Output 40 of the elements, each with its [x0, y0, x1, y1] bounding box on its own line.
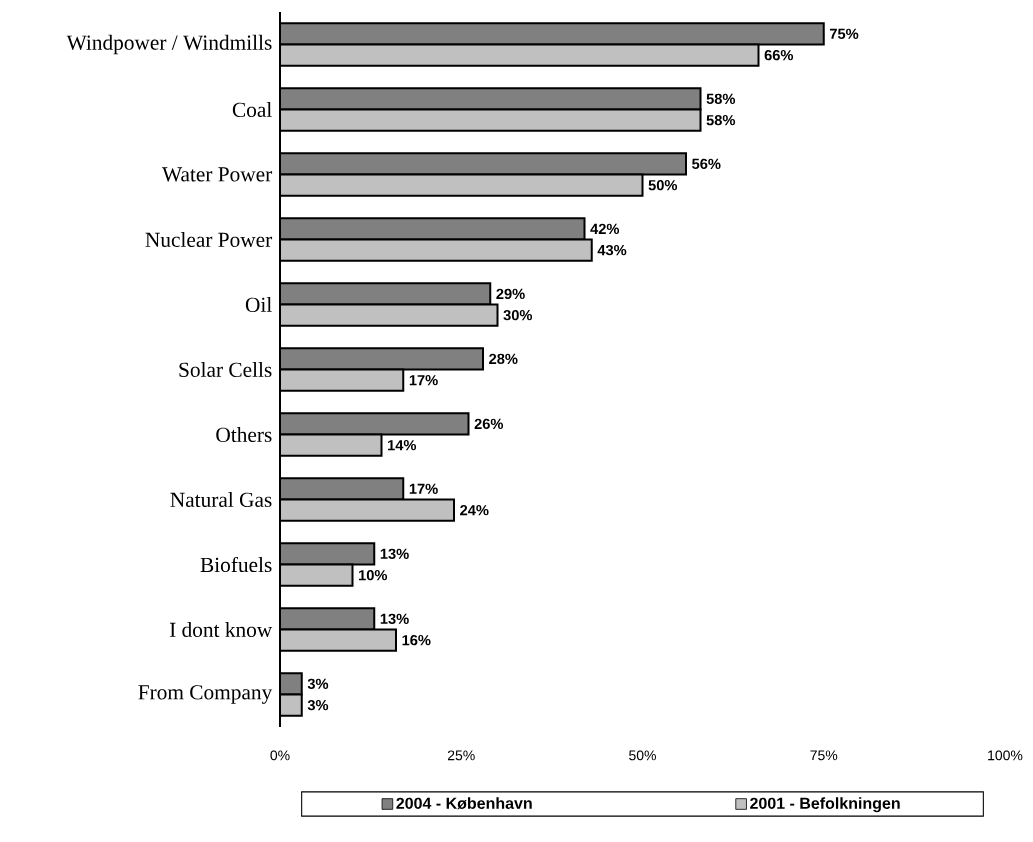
- data-label: 10%: [359, 569, 388, 581]
- y-tick-label: Coal: [232, 101, 272, 117]
- data-label: 66%: [764, 49, 794, 61]
- data-label: 3%: [307, 699, 329, 711]
- y-tick-label: Water Power: [162, 167, 273, 182]
- data-label: 42%: [590, 223, 620, 234]
- data-label: 13%: [380, 613, 409, 625]
- data-label: 58%: [706, 114, 736, 126]
- data-label: 58%: [706, 93, 736, 105]
- data-label: 50%: [648, 179, 678, 191]
- data-label: 17%: [409, 375, 438, 386]
- x-tick-label: 50%: [629, 750, 656, 761]
- y-tick-label: From Company: [138, 685, 273, 704]
- data-label: 28%: [489, 353, 518, 365]
- data-label: 3%: [307, 678, 329, 690]
- y-tick-label: Windpower / Windmills: [66, 34, 272, 55]
- y-tick-label: Nuclear Power: [145, 231, 273, 247]
- y-tick-label: Natural Gas: [170, 491, 272, 507]
- data-label: 56%: [692, 158, 721, 170]
- data-label: 29%: [496, 288, 525, 300]
- y-tick-label: Biofuels: [200, 556, 272, 573]
- y-tick-label: Oil: [245, 296, 272, 312]
- x-tick-label: 100%: [988, 750, 1023, 761]
- data-label: 24%: [460, 505, 489, 516]
- y-tick-label: Solar Cells: [179, 361, 272, 377]
- data-label: 75%: [829, 28, 859, 40]
- x-tick-label: 75%: [810, 750, 838, 761]
- data-label: 43%: [597, 244, 627, 256]
- x-tick-label: 0%: [270, 750, 290, 761]
- data-label: 26%: [474, 418, 504, 430]
- x-tick-label: 25%: [447, 750, 475, 761]
- legend-label: 2004 - København: [396, 797, 532, 810]
- data-label: 30%: [503, 309, 533, 321]
- data-label: 16%: [402, 634, 431, 646]
- data-label: 17%: [409, 483, 438, 494]
- y-tick-label: Others: [216, 426, 272, 442]
- legend-label: 2001 - Befolkningen: [750, 797, 900, 813]
- data-label: 14%: [388, 440, 417, 451]
- data-label: 13%: [380, 548, 409, 560]
- y-tick-label: I dont know: [169, 621, 273, 637]
